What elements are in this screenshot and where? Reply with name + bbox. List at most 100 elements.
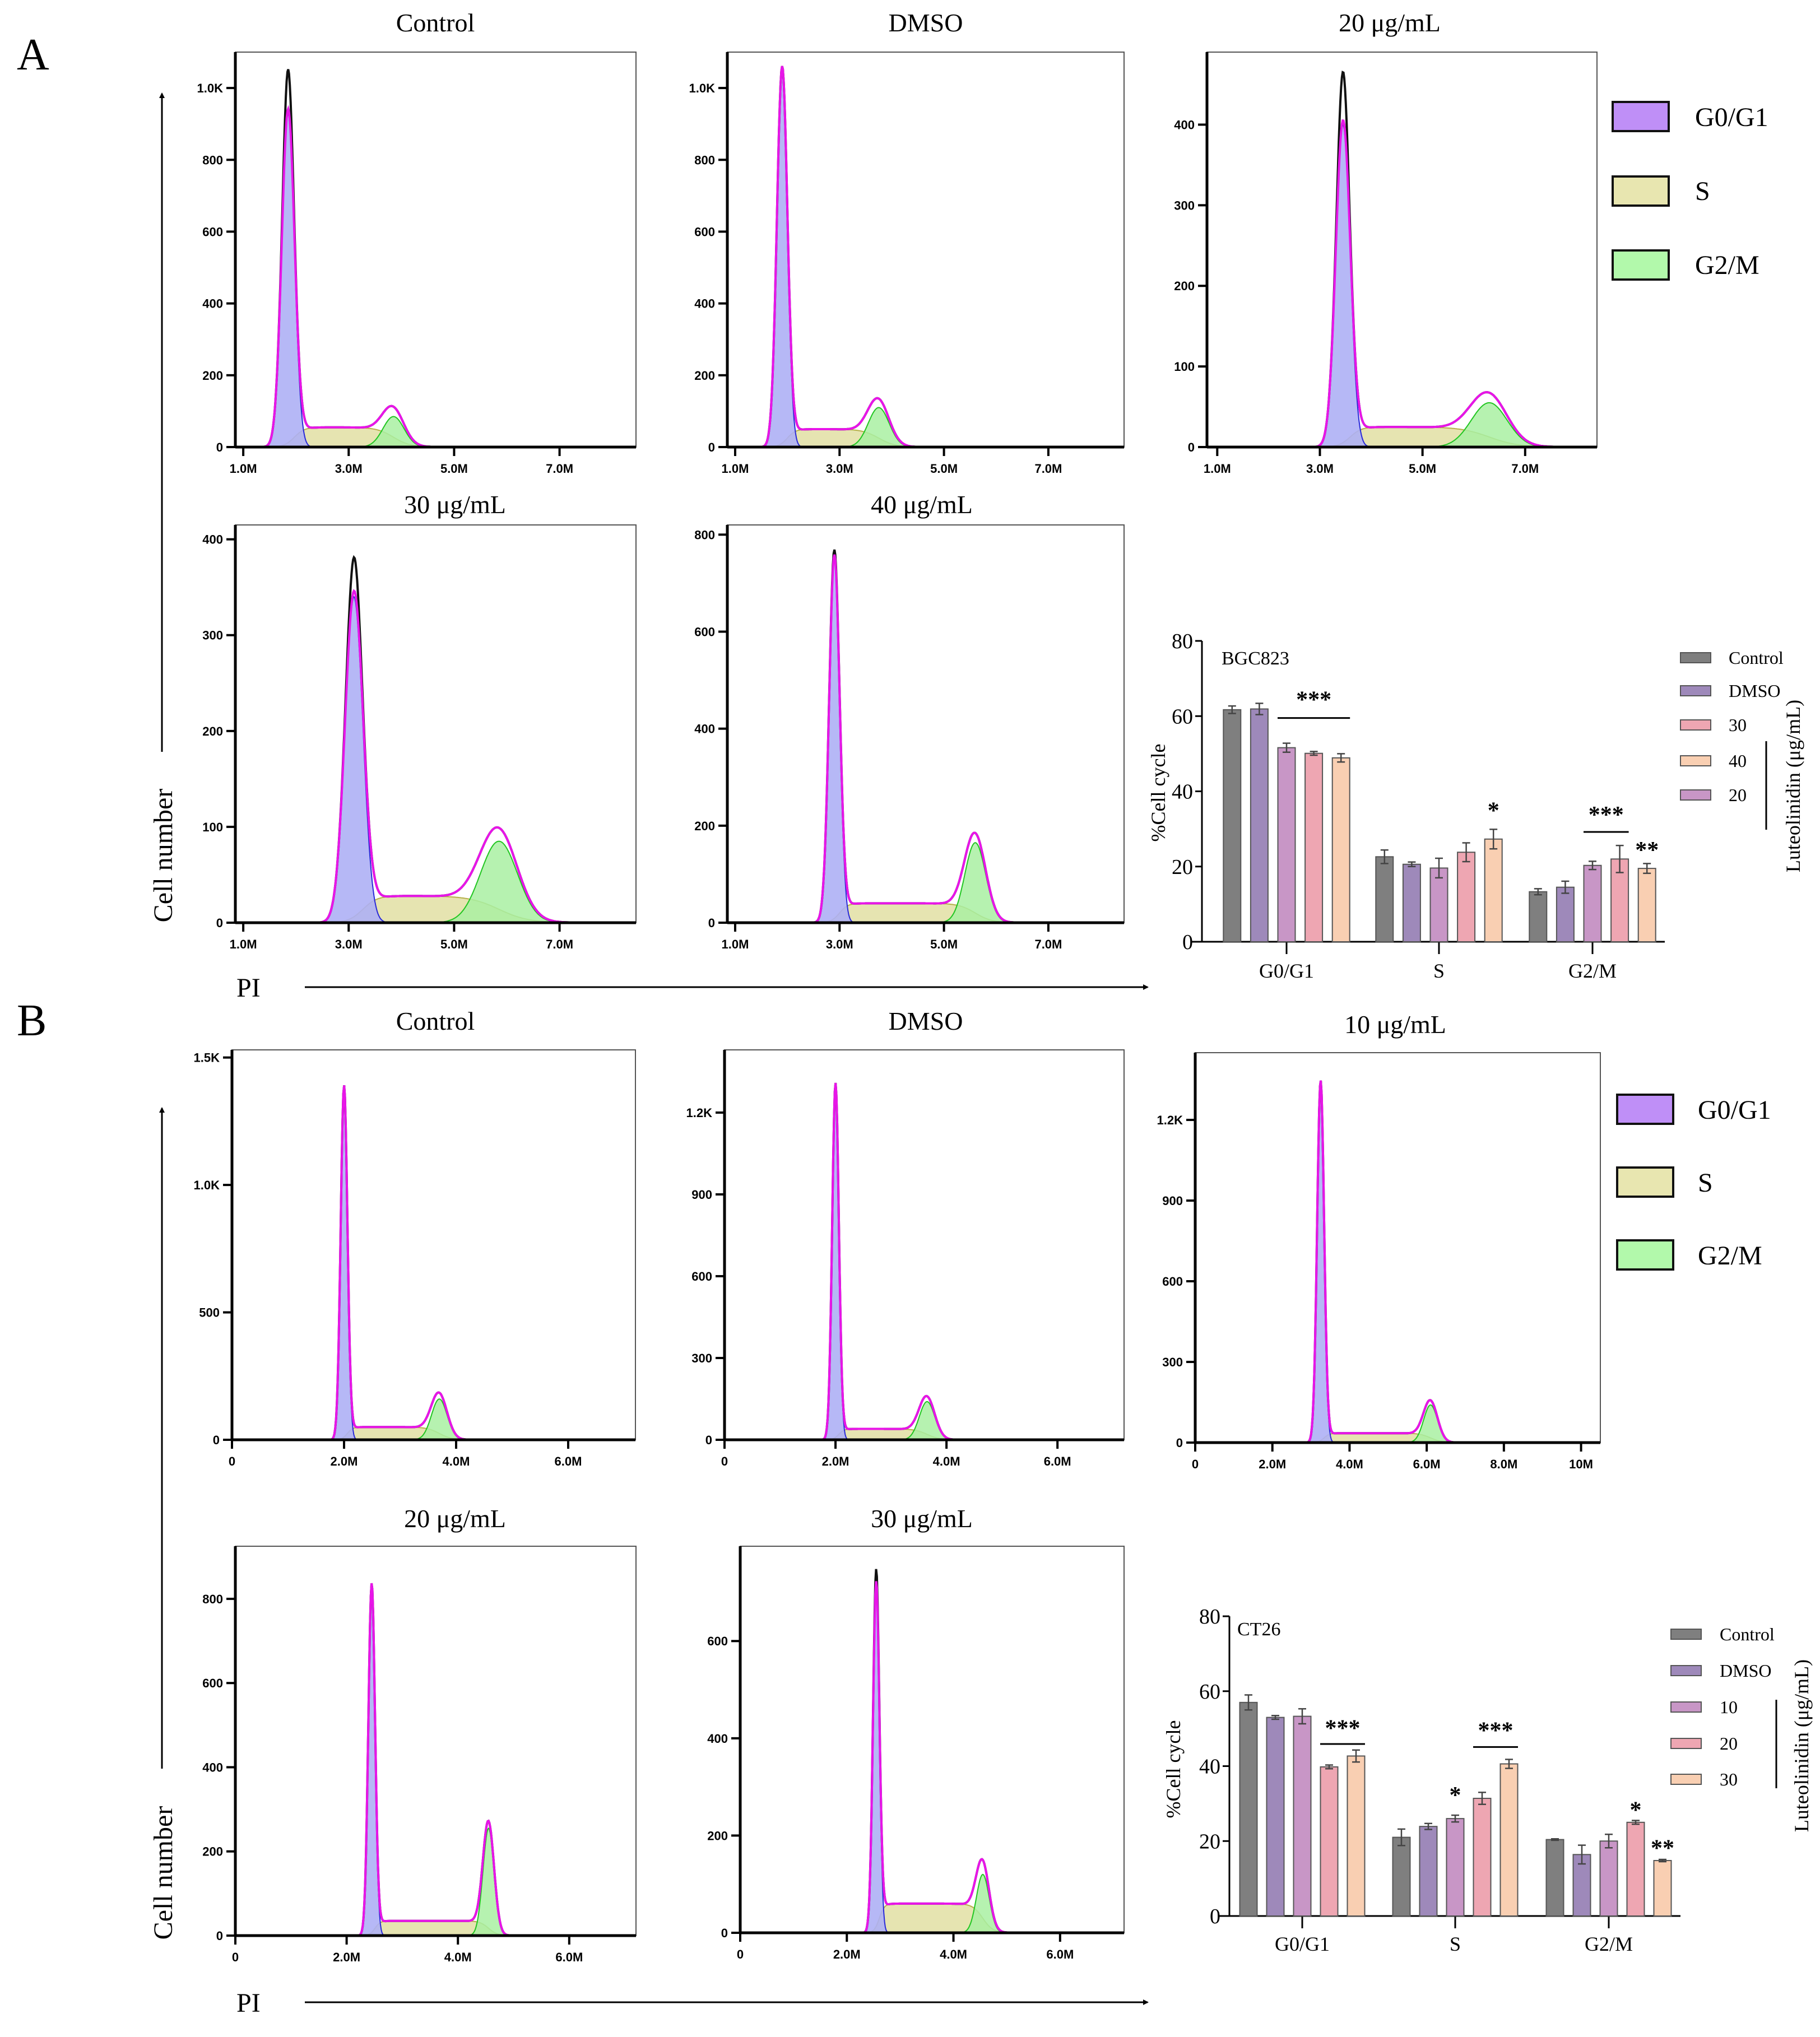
significance-marker: ***: [1296, 687, 1331, 713]
y-tick-label: 900: [1162, 1194, 1183, 1208]
histogram-b-5: 0 500 1.0K 1.5K 0 2.0M 4.0M 6.0M: [194, 1049, 636, 1468]
y-tick-label: 1.0K: [194, 1178, 220, 1192]
histogram-b-9: 0 200 400 600 0 2.0M 4.0M 6.0M: [707, 1546, 1125, 1961]
significance-marker: **: [1651, 1835, 1674, 1861]
y-tick-label: 0: [721, 1926, 728, 1940]
category-label: S: [1433, 960, 1445, 982]
x-tick-label: 1.0M: [1204, 462, 1231, 476]
legend-label: G2/M: [1698, 1241, 1762, 1271]
y-tick-label: 200: [202, 369, 223, 383]
bar-control: [1392, 1836, 1411, 1917]
significance-marker: **: [1635, 838, 1659, 863]
legend-swatch: [1670, 1701, 1702, 1713]
legend-swatch: [1680, 789, 1711, 801]
histogram-title: 30 μg/mL: [404, 490, 506, 519]
y-tick-label: 0: [213, 1433, 220, 1447]
y-tick-label: 400: [694, 297, 715, 311]
legend-label: G0/G1: [1695, 103, 1768, 132]
x-tick-label: 2.0M: [331, 1454, 358, 1468]
x-tick-label: 6.0M: [555, 1454, 582, 1468]
significance-marker: *: [1630, 1798, 1642, 1824]
bar-10: [1446, 1818, 1465, 1917]
x-tick-label: 1.0M: [722, 937, 749, 951]
x-tick-label: 0: [232, 1950, 239, 1964]
y-tick-label: 0: [216, 1929, 223, 1943]
bar-20: [1429, 867, 1448, 943]
x-tick-label: 5.0M: [930, 937, 958, 951]
x-tick-label: 5.0M: [440, 937, 468, 951]
x-tick-label: 4.0M: [940, 1947, 967, 1961]
y-tick-label: 300: [202, 629, 223, 643]
legend-swatch: [1670, 1665, 1702, 1676]
legend-label: Control: [1720, 1624, 1775, 1644]
x-tick-label: 2.0M: [822, 1454, 849, 1468]
x-tick-label: 3.0M: [335, 462, 363, 476]
bar-30: [1499, 1763, 1519, 1917]
legend-swatch: [1680, 719, 1711, 731]
histogram-a-2: 0 100 200 300 400 1.0M 3.0M 5.0M 7.0M: [1174, 52, 1598, 476]
x-tick-label: 3.0M: [1306, 462, 1334, 476]
y-tick-label: 60: [1199, 1680, 1220, 1704]
legend-swatch-g0g1: [1616, 1094, 1674, 1125]
histogram-title: 20 μg/mL: [404, 1504, 506, 1533]
legend-label: DMSO: [1720, 1661, 1771, 1681]
x-tick-label: 8.0M: [1490, 1457, 1517, 1471]
x-tick-label: 6.0M: [555, 1950, 583, 1964]
y-tick-label: 0: [1210, 1905, 1220, 1928]
x-tick-label: 4.0M: [443, 1454, 470, 1468]
bar-30: [1457, 852, 1476, 943]
x-tick-label: 1.0M: [722, 462, 749, 476]
y-tick-label: 0: [1182, 931, 1193, 954]
x-tick-label: 2.0M: [1259, 1457, 1286, 1471]
bar-control: [1223, 709, 1242, 942]
bar-20: [1583, 864, 1602, 942]
x-tick-label: 6.0M: [1044, 1454, 1071, 1468]
bar-control: [1239, 1701, 1258, 1917]
histogram-title: 40 μg/mL: [871, 490, 973, 519]
x-tick-label: 0: [229, 1454, 235, 1468]
plot-frame: [740, 1546, 1125, 1933]
legend-label: 20: [1720, 1733, 1738, 1754]
bar-30: [1653, 1860, 1672, 1917]
category-label: G2/M: [1585, 1933, 1633, 1955]
y-tick-label: 600: [694, 225, 715, 239]
plot-frame: [235, 1546, 637, 1936]
y-tick-label: 800: [202, 153, 223, 167]
bar-10: [1293, 1715, 1312, 1917]
plot-frame: [235, 524, 637, 923]
y-tick-label: 200: [694, 369, 715, 383]
histogram-b-7: 0 300 600 900 1.2K 0 2.0M 4.0M 6.0M 8.0M 10M: [1157, 1052, 1601, 1471]
y-tick-label: 0: [216, 916, 223, 930]
y-tick-label: 40: [1172, 780, 1193, 804]
y-tick-label: 800: [694, 153, 715, 167]
x-tick-label: 4.0M: [1336, 1457, 1363, 1471]
significance-marker: ***: [1325, 1715, 1361, 1741]
legend-label: S: [1698, 1168, 1713, 1198]
legend-label: 30: [1729, 715, 1747, 735]
x-tick-label: 5.0M: [930, 462, 958, 476]
y-tick-label: 400: [707, 1732, 728, 1746]
x-tick-label: 3.0M: [826, 937, 853, 951]
bar-chart-title-a: BGC823: [1222, 648, 1289, 669]
y-tick-label: 600: [1162, 1275, 1183, 1289]
y-tick-label: 40: [1199, 1755, 1220, 1779]
histogram-a-3: 0 100 200 300 400 1.0M 3.0M 5.0M 7.0M: [202, 524, 637, 951]
significance-marker: *: [1488, 798, 1499, 824]
y-tick-label: 600: [202, 225, 223, 239]
x-tick-label: 5.0M: [440, 462, 468, 476]
y-tick-label: 1.0K: [689, 81, 716, 95]
bar-chart-title-b: CT26: [1237, 1619, 1281, 1640]
histogram-a-1: 0 200 400 600 800 1.0K 1.0M 3.0M 5.0M 7.0M: [689, 52, 1125, 476]
plot-frame: [1195, 1052, 1601, 1443]
legend-swatch: [1670, 1738, 1702, 1749]
legend-swatch-s: [1616, 1166, 1674, 1198]
x-tick-label: 1.0M: [230, 937, 257, 951]
bar-40: [1484, 838, 1503, 943]
plot-frame: [231, 1049, 636, 1440]
y-tick-label: 400: [202, 1760, 223, 1774]
y-tick-label: 400: [202, 533, 223, 547]
histogram-title: DMSO: [888, 1007, 963, 1035]
